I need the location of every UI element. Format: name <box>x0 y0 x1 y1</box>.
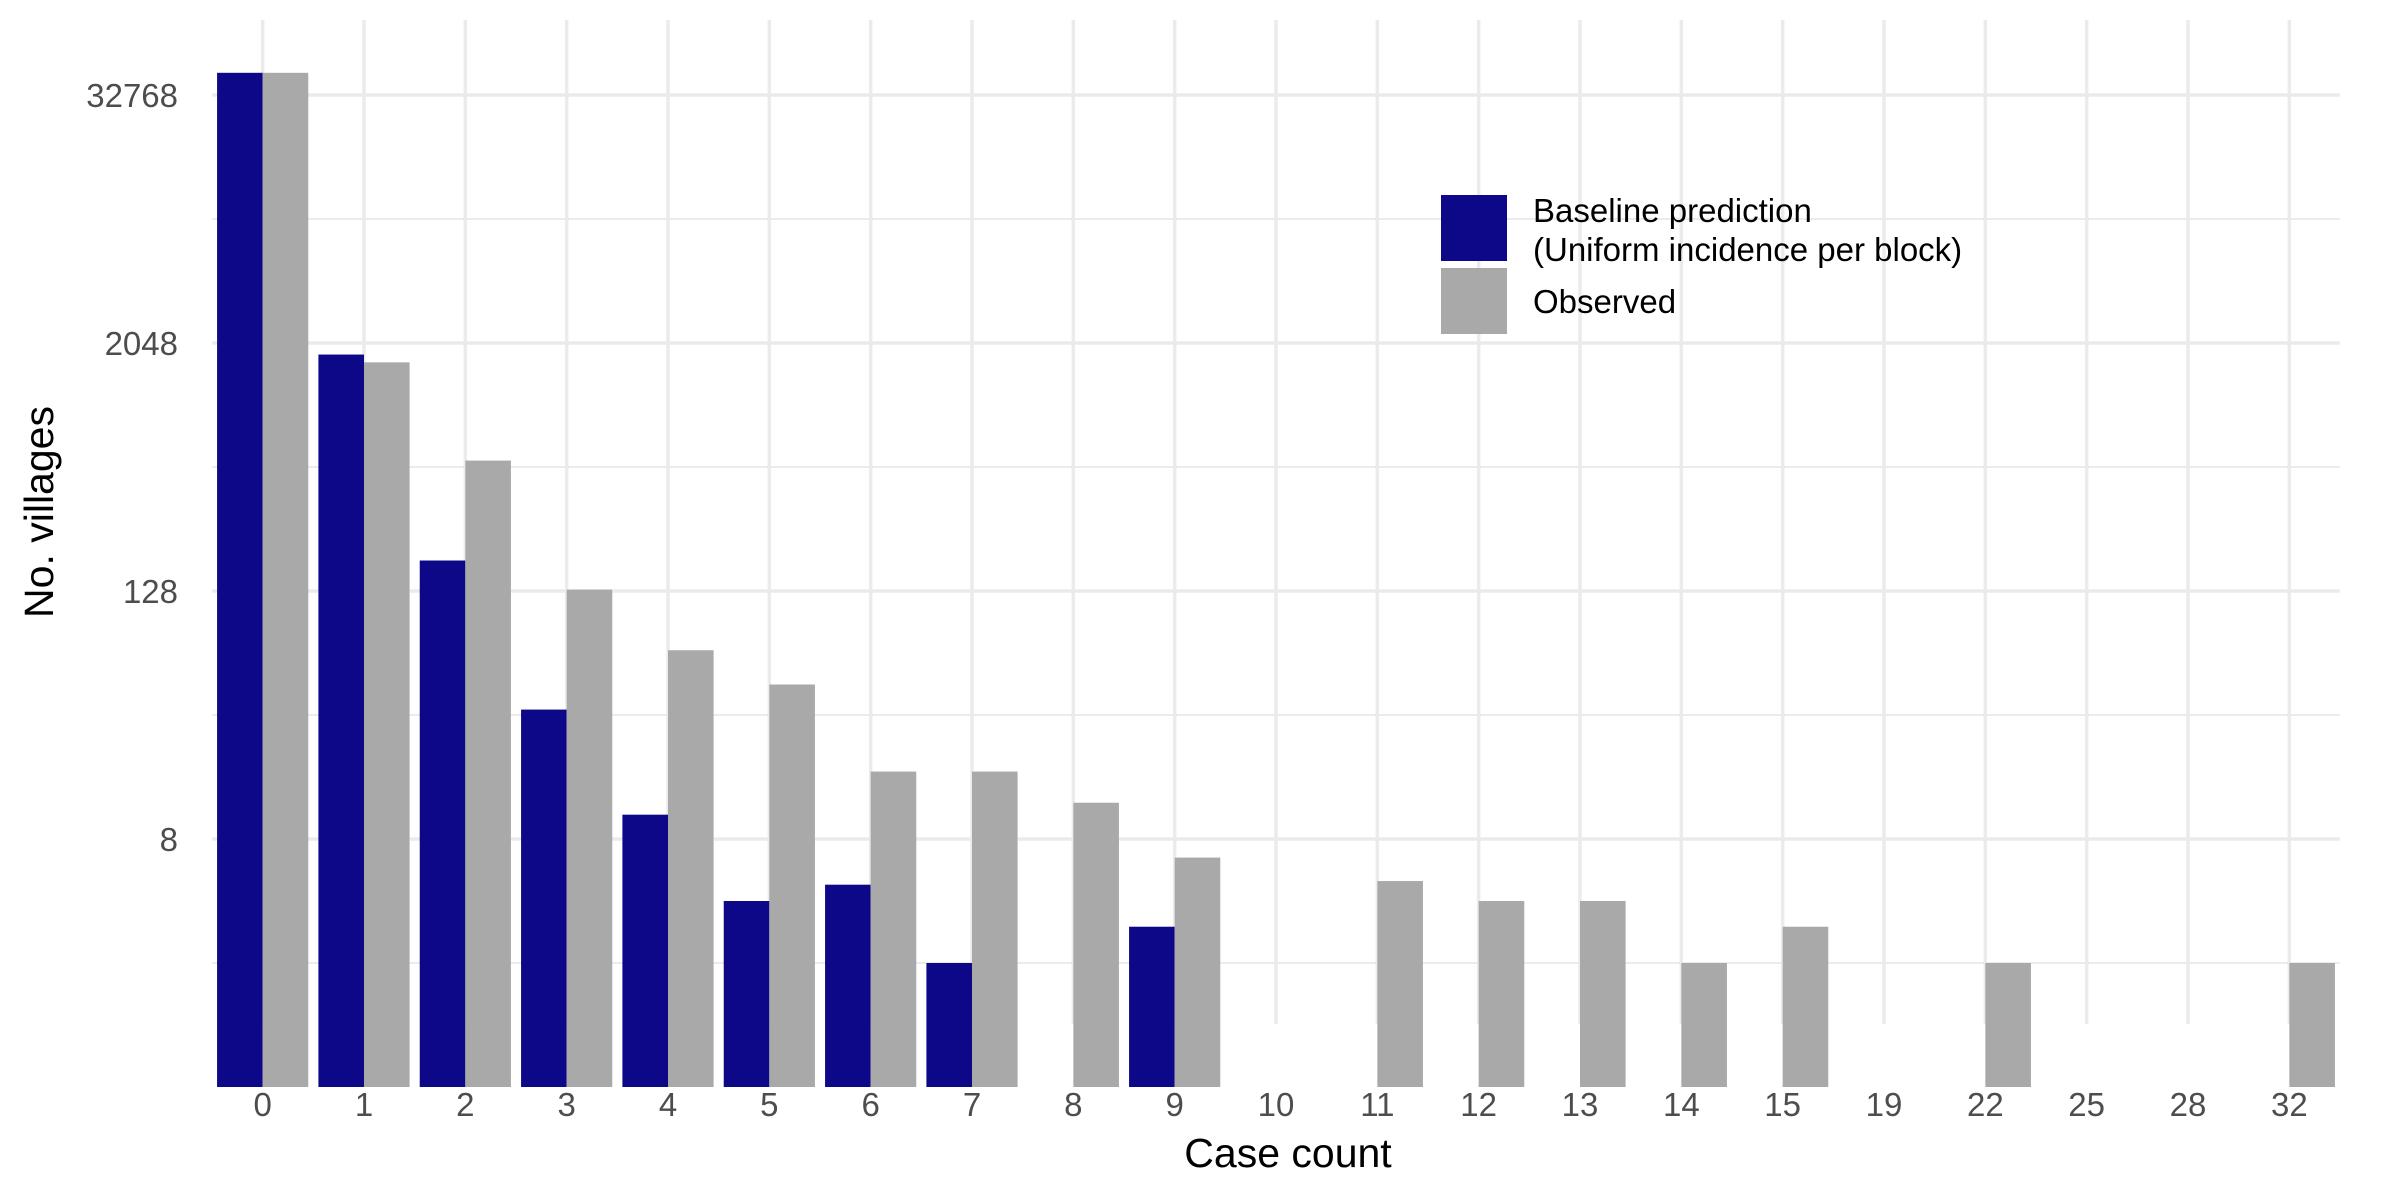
x-tick-label: 6 <box>861 1086 879 1123</box>
legend-key-baseline <box>1441 195 1507 261</box>
x-tick-label: 4 <box>659 1086 677 1123</box>
legend-label-observed: Observed <box>1533 283 1676 320</box>
y-tick-label: 32768 <box>86 77 178 114</box>
y-tick-label: 128 <box>123 573 178 610</box>
y-tick-label: 2048 <box>105 325 178 362</box>
x-tick-label: 8 <box>1064 1086 1082 1123</box>
x-tick-label: 12 <box>1460 1086 1497 1123</box>
x-tick-label: 13 <box>1562 1086 1599 1123</box>
baseline-bar-2 <box>419 560 466 1087</box>
bars <box>217 72 2335 1088</box>
x-tick-label: 32 <box>2271 1086 2308 1123</box>
legend-label-baseline: Baseline prediction <box>1533 192 1812 229</box>
x-tick-label: 15 <box>1764 1086 1801 1123</box>
legend-label-baseline: (Uniform incidence per block) <box>1533 231 1962 268</box>
y-axis-tick-labels: 8 128 2048 32768 <box>86 77 178 858</box>
x-tick-label: 0 <box>253 1086 271 1123</box>
baseline-bar-7 <box>926 963 972 1087</box>
y-tick-label: 8 <box>160 821 178 858</box>
x-tick-label: 28 <box>2170 1086 2207 1123</box>
legend-key-observed <box>1441 268 1507 334</box>
x-tick-label: 3 <box>557 1086 575 1123</box>
x-tick-label: 5 <box>760 1086 778 1123</box>
baseline-bar-3 <box>521 709 567 1087</box>
legend: Baseline prediction(Uniform incidence pe… <box>1441 192 1962 334</box>
baseline-bar-1 <box>318 354 364 1087</box>
x-tick-label: 7 <box>963 1086 981 1123</box>
baseline-bar-6 <box>825 884 871 1087</box>
x-tick-label: 19 <box>1866 1086 1903 1123</box>
x-axis-title: Case count <box>1184 1130 1392 1176</box>
x-tick-label: 22 <box>1967 1086 2004 1123</box>
observed-bar-0 <box>262 72 309 1088</box>
x-tick-label: 1 <box>355 1086 373 1123</box>
observed-bar-15 <box>1782 926 1829 1087</box>
baseline-bar-5 <box>723 901 770 1087</box>
observed-bar-12 <box>1478 901 1525 1087</box>
x-tick-label: 9 <box>1165 1086 1183 1123</box>
x-tick-label: 2 <box>456 1086 474 1123</box>
observed-bar-14 <box>1681 963 1727 1087</box>
observed-bar-5 <box>769 684 815 1087</box>
observed-bar-6 <box>870 771 917 1087</box>
baseline-bar-4 <box>622 814 668 1087</box>
y-axis-title: No. villages <box>16 406 62 618</box>
observed-bar-32 <box>2289 963 2335 1087</box>
baseline-bar-9 <box>1129 926 1175 1087</box>
observed-bar-4 <box>668 650 714 1087</box>
x-tick-label: 11 <box>1360 1086 1394 1123</box>
observed-bar-9 <box>1174 857 1221 1087</box>
observed-bar-13 <box>1580 901 1626 1087</box>
x-tick-label: 10 <box>1258 1086 1295 1123</box>
baseline-bar-0 <box>217 72 263 1088</box>
x-tick-label: 25 <box>2068 1086 2105 1123</box>
observed-bar-8 <box>1073 802 1119 1087</box>
observed-bar-7 <box>972 771 1018 1087</box>
observed-bar-3 <box>566 589 613 1087</box>
x-axis-tick-labels: 0 1 2 3 4 5 6 7 8 9 10 11 12 13 14 15 19 22 25 28 32 <box>253 1086 2307 1123</box>
observed-bar-1 <box>364 362 410 1088</box>
observed-bar-2 <box>465 460 511 1088</box>
x-tick-label: 14 <box>1663 1086 1700 1123</box>
observed-bar-22 <box>1985 963 2031 1087</box>
observed-bar-11 <box>1377 881 1423 1087</box>
